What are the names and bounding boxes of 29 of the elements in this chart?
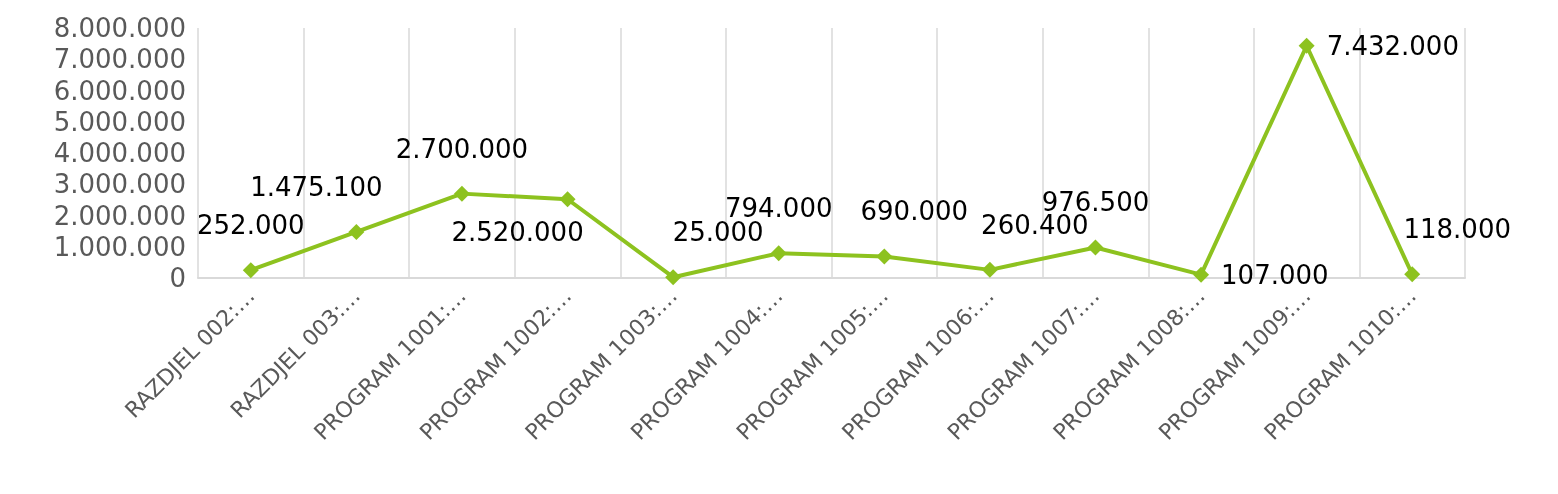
data-label: 1.475.100 — [250, 171, 383, 202]
data-label: 2.520.000 — [451, 217, 584, 248]
point — [348, 223, 365, 240]
data-label: 252.000 — [197, 210, 305, 241]
point — [1193, 266, 1210, 283]
data-label: 107.000 — [1221, 259, 1329, 290]
point — [876, 248, 893, 265]
point — [770, 245, 787, 262]
point — [981, 261, 998, 278]
point — [242, 262, 259, 279]
y-tick-label: 7.000.000 — [53, 44, 186, 75]
y-tick-label: 1.000.000 — [53, 231, 186, 262]
point — [453, 185, 470, 202]
y-tick-label: 4.000.000 — [53, 138, 186, 168]
point — [665, 269, 682, 286]
y-tick-label: 3.000.000 — [53, 169, 186, 200]
data-label: 118.000 — [1403, 214, 1511, 245]
y-tick-label: 5.000.000 — [53, 106, 186, 137]
data-label: 2.700.000 — [395, 133, 529, 164]
y-tick-label: 0 — [169, 263, 186, 293]
point — [1404, 266, 1421, 283]
point — [1298, 37, 1315, 54]
y-tick-label: 2.000.000 — [53, 200, 186, 231]
data-label: 7.432.000 — [1326, 30, 1459, 61]
point — [559, 191, 576, 208]
point — [1087, 239, 1104, 256]
y-tick-label: 8.000.000 — [53, 13, 186, 43]
y-tick-label: 6.000.000 — [53, 75, 186, 106]
data-label: 690.000 — [860, 196, 969, 227]
